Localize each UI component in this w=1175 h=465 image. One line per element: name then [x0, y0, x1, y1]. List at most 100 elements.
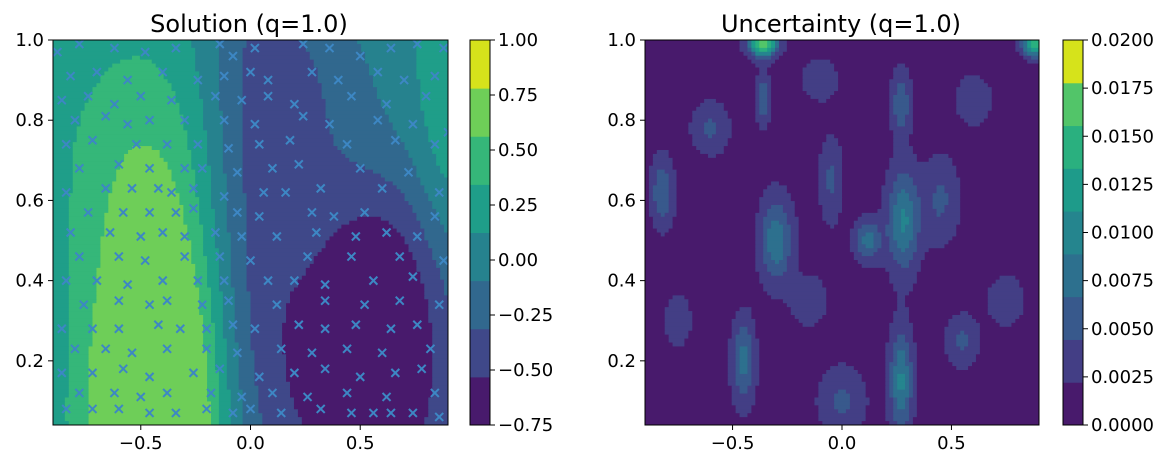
contour-band-cell	[731, 134, 827, 139]
contour-band-cell	[912, 110, 957, 116]
contour-band-cell	[645, 283, 764, 289]
contour-band-cell	[664, 318, 693, 324]
contour-band-cell	[230, 421, 244, 425]
contour-band-cell	[983, 79, 1039, 84]
contour-band-cell	[885, 350, 894, 355]
contour-band-cell	[222, 142, 244, 147]
contour-band-cell	[428, 130, 448, 135]
contour-band-cell	[408, 150, 433, 155]
contour-band-cell	[912, 373, 918, 379]
contour-band-cell	[191, 244, 204, 249]
contour-band-cell	[230, 413, 244, 418]
contour-band-cell	[222, 130, 244, 135]
contour-band-cell	[826, 295, 898, 300]
contour-band-cell	[893, 358, 898, 363]
contour-band-cell	[912, 83, 961, 88]
contour-band-cell	[404, 142, 433, 147]
colorbar-band	[1063, 382, 1083, 426]
contour-band-cell	[211, 307, 224, 312]
contour-band-cell	[908, 106, 914, 112]
contour-band-cell	[195, 47, 220, 53]
contour-band-cell	[207, 358, 216, 363]
contour-band-cell	[203, 252, 220, 257]
contour-band-cell	[987, 307, 1024, 312]
contour-band-cell	[1019, 40, 1024, 45]
contour-band-cell	[88, 389, 208, 395]
contour-band-cell	[53, 98, 90, 104]
contour-band-cell	[759, 83, 768, 88]
contour-band-cell	[853, 366, 886, 371]
collocation-point	[377, 183, 387, 194]
collocation-point	[412, 320, 422, 330]
contour-band-cell	[214, 322, 224, 328]
contour-band-cell	[1015, 40, 1020, 45]
collocation-point	[430, 211, 440, 222]
contour-band-cell	[171, 169, 196, 175]
contour-band-cell	[731, 318, 756, 324]
contour-band-cell	[211, 421, 220, 425]
contour-band-cell	[948, 193, 961, 198]
contour-band-cell	[861, 224, 879, 230]
contour-band-cell	[203, 232, 216, 238]
contour-band-cell	[853, 224, 863, 230]
contour-band-cell	[775, 43, 780, 49]
contour-band-cell	[199, 75, 220, 80]
contour-band-cell	[645, 389, 733, 395]
contour-band-cell	[834, 405, 851, 410]
contour-band-cell	[195, 185, 212, 190]
contour-band-cell	[68, 212, 105, 218]
contour-band-cell	[1023, 311, 1039, 316]
contour-band-cell	[436, 263, 448, 269]
contour-band-cell	[881, 193, 890, 198]
contour-band-cell	[250, 307, 287, 312]
contour-band-cell	[908, 413, 918, 418]
contour-band-cell	[952, 161, 1039, 167]
contour-band-cell	[645, 216, 654, 222]
collocation-point	[201, 344, 212, 354]
contour-band-cell	[645, 110, 693, 116]
contour-band-cell	[203, 338, 216, 344]
contour-band-cell	[242, 157, 350, 163]
contour-band-cell	[979, 330, 1039, 336]
contour-band-cell	[1023, 303, 1039, 308]
contour-band-cell	[960, 79, 985, 84]
contour-band-cell	[901, 228, 906, 234]
contour-band-cell	[912, 252, 926, 257]
contour-band-cell	[53, 220, 70, 226]
contour-band-cell	[1019, 51, 1024, 57]
contour-band-cell	[771, 87, 804, 92]
contour-band-cell	[672, 165, 819, 171]
collocation-point	[408, 408, 418, 418]
contour-band-cell	[782, 51, 1020, 57]
contour-band-cell	[881, 185, 894, 190]
contour-band-cell	[908, 138, 1039, 143]
contour-band-cell	[885, 389, 890, 395]
contour-band-cell	[936, 185, 946, 190]
contour-band-cell	[1019, 43, 1024, 49]
contour-band-cell	[68, 279, 98, 285]
contour-band-cell	[747, 366, 752, 371]
contour-band-cell	[218, 421, 232, 425]
contour-band-cell	[731, 385, 741, 391]
contour-band-cell	[258, 397, 295, 403]
contour-band-cell	[53, 421, 70, 425]
contour-band-cell	[905, 114, 914, 120]
contour-band-cell	[53, 401, 66, 406]
contour-band-cell	[195, 173, 212, 179]
contour-band-cell	[818, 381, 867, 387]
contour-band-cell	[68, 205, 109, 210]
contour-band-cell	[53, 106, 86, 112]
contour-band-cell	[751, 346, 760, 351]
contour-band-cell	[991, 91, 1039, 96]
collocation-point	[443, 127, 448, 137]
contour-band-cell	[873, 240, 882, 245]
contour-band-cell	[203, 346, 216, 351]
contour-band-cell	[763, 224, 772, 230]
collocation-point	[57, 95, 67, 105]
contour-band-cell	[218, 83, 244, 88]
contour-band-cell	[932, 197, 949, 202]
contour-band-cell	[897, 377, 906, 383]
contour-band-cell	[218, 393, 232, 399]
contour-band-cell	[731, 401, 756, 406]
contour-band-cell	[778, 43, 788, 49]
